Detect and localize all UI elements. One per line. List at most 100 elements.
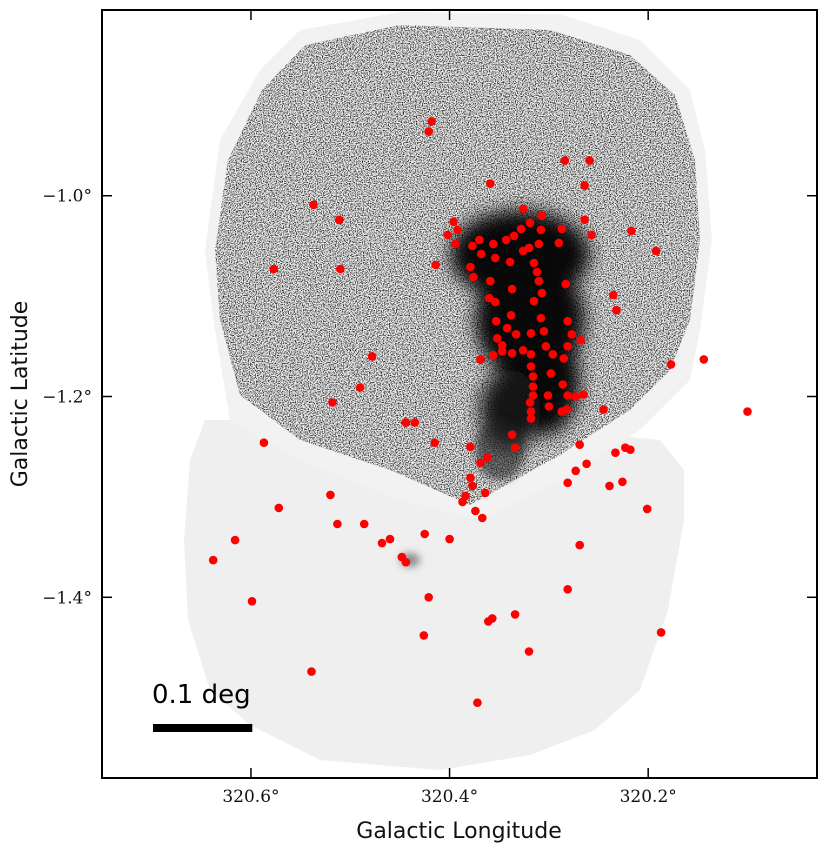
- data-point: [335, 215, 344, 225]
- data-point: [567, 330, 576, 339]
- data-point: [571, 466, 580, 476]
- data-point: [420, 529, 430, 539]
- data-point: [743, 407, 752, 416]
- data-point: [481, 488, 490, 498]
- x-tick-label: 320.6°: [222, 787, 279, 807]
- data-point: [489, 351, 498, 360]
- data-point: [492, 334, 502, 343]
- x-axis-label: Galactic Longitude: [356, 819, 561, 844]
- data-point: [445, 534, 454, 544]
- data-point: [486, 179, 495, 188]
- data-point: [468, 241, 477, 251]
- data-point: [618, 477, 627, 487]
- data-point: [477, 249, 486, 259]
- data-point: [502, 323, 512, 333]
- data-point: [510, 443, 520, 453]
- data-point: [532, 267, 542, 277]
- data-point: [506, 310, 516, 320]
- x-tick-label: 320.4°: [421, 787, 478, 807]
- data-point: [247, 597, 257, 606]
- data-point: [626, 445, 635, 455]
- scale-bar-label: 0.1 deg: [152, 680, 251, 710]
- data-point: [537, 288, 547, 298]
- data-point: [563, 316, 572, 326]
- data-point: [548, 350, 558, 359]
- data-point: [518, 346, 528, 355]
- data-point: [269, 264, 279, 274]
- data-point: [699, 355, 709, 364]
- data-point: [575, 440, 584, 450]
- data-point: [401, 418, 411, 427]
- data-point: [582, 459, 591, 469]
- y-axis-label: Galactic Latitude: [8, 301, 33, 488]
- data-point: [627, 226, 636, 236]
- data-point: [528, 372, 538, 381]
- data-point: [563, 391, 572, 400]
- data-point: [656, 628, 666, 637]
- data-point: [483, 453, 492, 463]
- data-point: [230, 535, 240, 545]
- data-point: [507, 349, 517, 358]
- data-point: [526, 362, 536, 371]
- data-point: [526, 350, 536, 359]
- data-point: [580, 181, 589, 190]
- data-point: [259, 438, 269, 448]
- data-point: [537, 211, 547, 221]
- data-point: [528, 382, 538, 391]
- data-point: [476, 458, 485, 468]
- data-point: [524, 647, 534, 656]
- data-point: [355, 383, 365, 392]
- data-point: [507, 284, 517, 294]
- data-point: [491, 253, 500, 263]
- data-point: [367, 352, 377, 361]
- data-point: [336, 264, 345, 274]
- data-point: [491, 316, 501, 326]
- scale-bar-rect: [153, 724, 253, 732]
- x-tick-label: 320.2°: [620, 787, 677, 807]
- data-point: [558, 380, 568, 389]
- data-point: [431, 260, 441, 270]
- data-point: [449, 217, 458, 227]
- scale-bar: 0.1 deg: [152, 680, 253, 732]
- data-point: [562, 405, 572, 414]
- data-point: [526, 407, 536, 416]
- data-point: [497, 341, 507, 350]
- data-point: [529, 296, 539, 306]
- data-point: [525, 218, 535, 228]
- data-point: [486, 276, 495, 286]
- data-point: [525, 398, 535, 407]
- data-point: [443, 230, 452, 240]
- data-point: [491, 297, 500, 307]
- data-point: [505, 257, 515, 267]
- data-point: [554, 238, 564, 248]
- data-point: [609, 290, 618, 300]
- data-point: [526, 414, 536, 423]
- data-point: [518, 204, 528, 214]
- data-point: [605, 481, 614, 491]
- data-point: [576, 336, 585, 345]
- data-point: [377, 538, 387, 548]
- points-layer: [208, 117, 752, 707]
- data-point: [666, 360, 676, 369]
- data-point: [458, 497, 467, 507]
- data-point: [561, 279, 571, 289]
- y-tick-label: −1.0°: [42, 187, 92, 207]
- data-point: [587, 230, 596, 240]
- data-point: [599, 405, 608, 414]
- data-point: [543, 391, 553, 400]
- data-point: [560, 156, 570, 165]
- data-point: [208, 555, 218, 565]
- data-point: [427, 117, 437, 126]
- data-point: [484, 617, 493, 626]
- data-point: [401, 557, 411, 567]
- data-point: [510, 610, 520, 619]
- data-point: [424, 593, 434, 602]
- data-point: [534, 276, 544, 286]
- data-point: [469, 272, 478, 282]
- data-point: [544, 402, 554, 411]
- data-point: [410, 418, 420, 427]
- data-point: [536, 225, 546, 235]
- data-point: [468, 481, 477, 491]
- plot-frame: [101, 9, 818, 779]
